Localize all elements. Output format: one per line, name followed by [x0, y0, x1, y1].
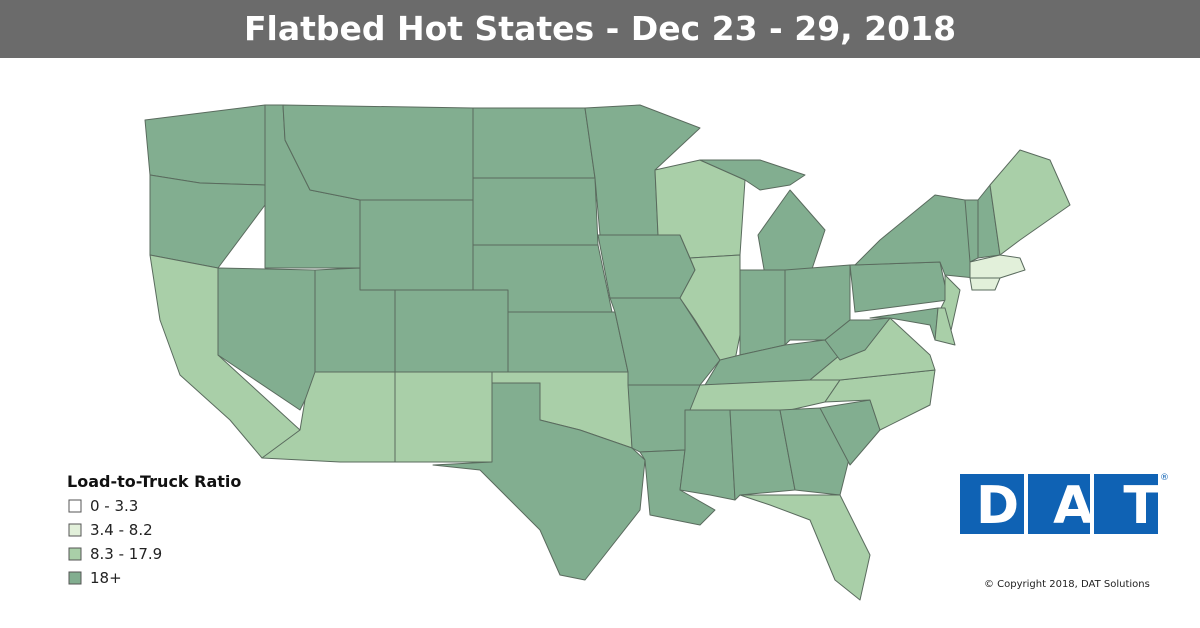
- state: [739, 269, 786, 356]
- state: [869, 307, 939, 341]
- state: [394, 289, 509, 373]
- state: [144, 104, 266, 186]
- state: [507, 311, 629, 373]
- state: [689, 379, 841, 411]
- state: [699, 159, 806, 191]
- legend-label: 0 - 3.3: [90, 497, 138, 515]
- state: [472, 177, 599, 246]
- title: Flatbed Hot States - Dec 23 - 29, 2018: [243, 9, 957, 48]
- logo-text: DAT: [976, 476, 1193, 536]
- logo-mark: ®: [1160, 473, 1169, 483]
- legend-swatch: [68, 523, 82, 537]
- states: [144, 104, 1071, 601]
- legend-swatch: [68, 571, 82, 585]
- legend-label: 8.3 - 17.9: [90, 545, 162, 563]
- state: [597, 234, 696, 299]
- state: [969, 277, 1001, 291]
- copyright: © Copyright 2018, DAT Solutions: [984, 579, 1150, 590]
- legend-title: Load-to-Truck Ratio: [67, 472, 241, 491]
- state: [472, 107, 596, 179]
- state: [394, 371, 493, 463]
- legend-swatch: [68, 499, 82, 513]
- state: [729, 409, 796, 501]
- legend-label: 3.4 - 8.2: [90, 521, 153, 539]
- state: [989, 149, 1071, 256]
- logo-box: [960, 474, 1158, 534]
- state: [432, 382, 646, 581]
- legend: 0 - 3.3 3.4 - 8.2 8.3 - 17.9 18+: [68, 497, 162, 587]
- legend-label: 18+: [90, 569, 122, 587]
- state: [739, 494, 871, 601]
- state: [757, 189, 826, 276]
- title-bar: Flatbed Hot States - Dec 23 - 29, 2018: [0, 0, 1200, 58]
- state: [359, 199, 474, 291]
- state: [149, 174, 266, 269]
- state: [934, 307, 956, 346]
- state: [849, 261, 949, 313]
- legend-swatch: [68, 547, 82, 561]
- state: [679, 409, 736, 501]
- state: [282, 104, 474, 201]
